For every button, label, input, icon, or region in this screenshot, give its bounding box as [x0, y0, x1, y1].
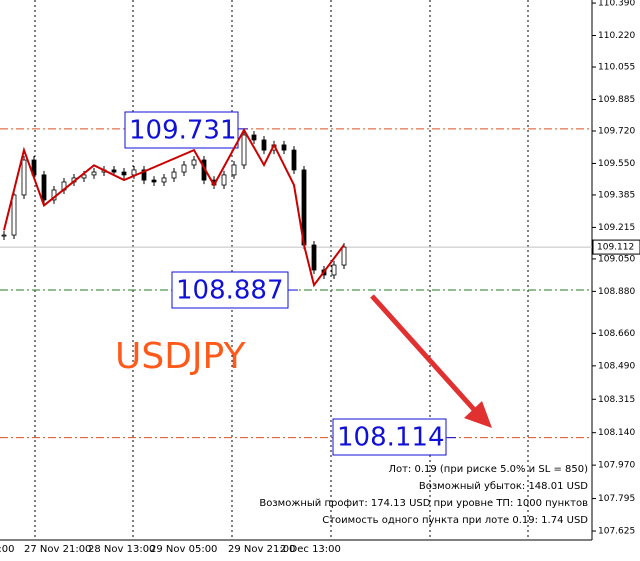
- price-axis: [592, 0, 640, 540]
- current-price-box: [592, 239, 640, 255]
- y-tick-label: 108.315: [598, 395, 635, 405]
- x-tick-label: 29 Nov 21:00: [228, 544, 295, 555]
- y-tick-label: 109.050: [598, 254, 635, 264]
- arrow-head: [464, 401, 492, 428]
- y-tick-label: 109.885: [598, 95, 635, 105]
- candle: [261, 139, 267, 151]
- x-tick-label: 28 Nov 13:00: [88, 544, 155, 555]
- candle: [171, 171, 177, 179]
- candle: [251, 134, 257, 141]
- x-tick-label: 2 Dec 13:00: [280, 544, 341, 555]
- candle: [41, 174, 47, 201]
- y-tick-label: 110.055: [598, 63, 635, 73]
- level-label: 108.887: [176, 276, 284, 306]
- x-tick-label: 29 Nov 05:00: [150, 544, 217, 555]
- candle: [161, 177, 167, 183]
- y-tick-label: 107.795: [598, 494, 635, 504]
- level-box: [124, 111, 239, 149]
- candle: [221, 174, 227, 186]
- candle: [331, 264, 337, 276]
- v-grid: [34, 0, 529, 540]
- candle: [141, 169, 147, 181]
- candle: [191, 159, 197, 166]
- level-label: 109.731: [129, 116, 237, 146]
- y-tick-label: 107.970: [598, 461, 635, 471]
- candle: [151, 179, 157, 183]
- y-tick-label: 110.220: [598, 31, 635, 41]
- y-tick-label: 107.625: [598, 527, 635, 537]
- zigzag-line: [3, 127, 345, 288]
- y-tick-label: 108.880: [598, 287, 635, 297]
- level-label: 108.114: [337, 423, 445, 453]
- symbol-title: USDJPY: [115, 336, 246, 377]
- y-tick-label: 108.660: [598, 329, 635, 339]
- y-tick-label: 109.215: [598, 223, 635, 233]
- y-tick-label: 109.385: [598, 190, 635, 200]
- y-tick-label: 108.140: [598, 428, 635, 438]
- y-tick-label: 108.490: [598, 361, 635, 371]
- info-line: Возможный профит: 174.13 USD при уровне …: [259, 498, 588, 509]
- info-line: Лот: 0.19 (при риске 5.0% и SL = 850): [388, 464, 588, 475]
- candle: [1, 234, 7, 237]
- candle: [11, 194, 17, 236]
- candle: [181, 164, 187, 173]
- level-box: [171, 271, 289, 309]
- info-line: Возможный убыток: 148.01 USD: [419, 481, 588, 492]
- y-tick-label: 109.720: [598, 126, 635, 136]
- candle: [91, 171, 97, 176]
- candle: [121, 171, 127, 176]
- candle: [281, 144, 287, 151]
- candle: [21, 159, 27, 196]
- x-tick-label: 5:00: [0, 544, 14, 555]
- y-tick-label: 109.550: [598, 159, 635, 169]
- current-price-label: 109.112: [597, 243, 634, 253]
- arrow-shaft: [370, 294, 480, 416]
- candle: [111, 169, 117, 173]
- y-tick-label: 110.390: [598, 0, 635, 9]
- info-line: Стоимость одного пункта при лоте 0.19: 1…: [322, 515, 588, 526]
- candle: [231, 164, 237, 176]
- candle: [241, 134, 247, 166]
- level-box: [332, 418, 447, 456]
- candle: [81, 174, 87, 179]
- candle: [311, 244, 317, 271]
- x-tick-label: 27 Nov 21:00: [24, 544, 91, 555]
- candle: [341, 246, 347, 266]
- arrow: [370, 294, 492, 428]
- candle: [291, 149, 297, 171]
